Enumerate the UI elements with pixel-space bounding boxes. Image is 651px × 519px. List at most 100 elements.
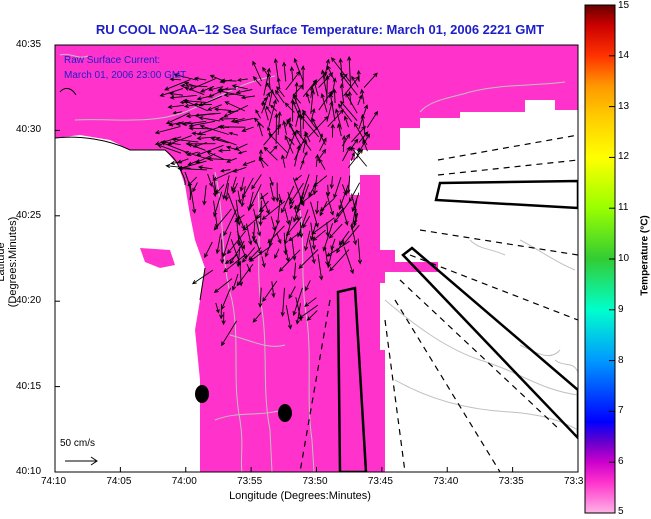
current-vector: [337, 123, 342, 137]
current-vector: [213, 208, 232, 231]
current-vector: [318, 72, 334, 88]
x-tick-label: 73:45: [367, 476, 393, 487]
y-tick-label: 40:15: [16, 380, 42, 392]
current-vector: [221, 320, 237, 347]
current-vector: [339, 199, 349, 226]
current-vector: [235, 89, 253, 95]
current-vector: [285, 70, 301, 91]
current-vector: [285, 130, 297, 159]
current-vector: [206, 151, 224, 160]
current-vector: [261, 200, 286, 220]
current-vector: [319, 198, 335, 212]
current-vector: [159, 88, 183, 97]
current-vector: [187, 143, 206, 151]
current-vector: [263, 67, 271, 96]
current-vector: [288, 182, 304, 205]
current-vector: [242, 215, 261, 231]
current-vector: [292, 262, 297, 281]
current-vector: [298, 249, 319, 269]
current-vector: [260, 96, 268, 105]
colorbar-tick-label: 5: [618, 506, 624, 517]
current-vector: [327, 109, 345, 128]
current-vector: [281, 185, 295, 214]
current-vector: [280, 287, 285, 317]
scale-label: 50 cm/s: [60, 438, 96, 449]
current-vector: [284, 207, 291, 226]
current-vector: [320, 69, 328, 97]
current-vector: [255, 240, 262, 256]
current-vector: [300, 115, 320, 138]
current-vector: [227, 109, 239, 114]
current-vector: [247, 191, 254, 212]
current-vector: [252, 60, 263, 82]
current-vector: [338, 184, 349, 211]
current-vector: [289, 200, 295, 210]
current-vector: [310, 108, 316, 122]
x-tick-label: 74:05: [106, 476, 132, 487]
current-vector: [295, 108, 301, 127]
current-vector: [220, 78, 237, 83]
current-vector: [268, 99, 277, 127]
current-vector: [241, 126, 254, 132]
current-vector: [308, 182, 317, 197]
current-vector: [224, 183, 229, 202]
x-tick-label: 73:55: [237, 476, 263, 487]
axis-ticks: [54, 44, 579, 473]
current-vector: [350, 152, 355, 162]
current-vector: [320, 93, 328, 113]
current-vector: [328, 223, 343, 239]
colorbar-tick-label: 11: [618, 202, 629, 214]
current-vector: [180, 83, 208, 88]
annotation-line-1: Raw Surface Current:: [64, 55, 161, 66]
current-vector: [315, 153, 320, 167]
x-axis-label: Longitude (Degrees:Minutes): [229, 490, 371, 502]
current-vector: [187, 176, 198, 187]
current-vector: [360, 88, 365, 104]
current-vector: [285, 305, 293, 330]
current-vector: [246, 223, 253, 246]
current-vector: [215, 136, 237, 146]
lane-diagonal: [401, 246, 578, 440]
current-vector: [194, 112, 221, 118]
current-vector: [265, 81, 280, 103]
current-vector: [198, 116, 221, 122]
current-vector: [204, 241, 213, 259]
current-vector: [215, 233, 222, 255]
current-vector: [220, 239, 225, 265]
current-vector: [325, 192, 335, 216]
current-vector: [342, 146, 351, 162]
current-vector: [226, 145, 240, 152]
current-vector: [333, 177, 342, 199]
current-vector: [343, 75, 360, 97]
surface-current-vectors: [154, 55, 379, 347]
current-vector: [294, 174, 302, 181]
current-vector: [276, 86, 285, 98]
current-vector: [335, 207, 345, 217]
current-vector: [213, 278, 233, 294]
colorbar-tick-label: 8: [618, 354, 624, 366]
current-vector: [319, 137, 327, 152]
current-vector: [347, 55, 352, 87]
current-vector: [219, 124, 246, 130]
current-vector: [196, 94, 215, 101]
sst-patch-left: [140, 248, 175, 268]
x-tick-label: 73:40: [433, 476, 459, 487]
current-vector: [226, 230, 246, 255]
current-vector: [238, 264, 244, 287]
current-vector: [218, 116, 238, 122]
current-vector: [222, 231, 232, 258]
current-vector: [261, 256, 266, 268]
scale-arrow: [65, 456, 98, 466]
current-vector: [253, 208, 262, 237]
lane-south: [336, 286, 368, 472]
current-vector: [343, 115, 350, 128]
current-vector: [229, 240, 245, 265]
current-vector: [196, 136, 216, 141]
current-vector: [304, 297, 317, 307]
current-vector: [329, 249, 350, 272]
current-vector: [199, 124, 229, 135]
y-tick-label: 40:30: [16, 124, 42, 136]
current-vector: [299, 222, 304, 239]
current-vector: [240, 95, 255, 100]
current-vector: [226, 157, 237, 163]
